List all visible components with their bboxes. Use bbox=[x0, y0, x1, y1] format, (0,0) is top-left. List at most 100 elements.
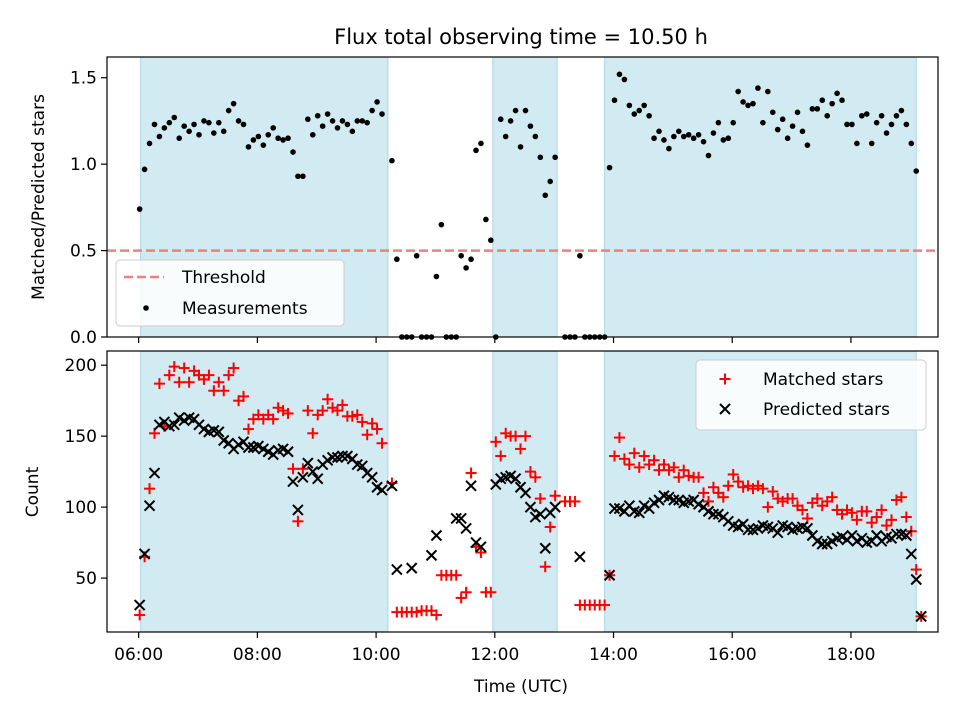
matched-star-marker bbox=[861, 505, 873, 517]
matched-star-marker bbox=[242, 423, 254, 435]
matched-star-marker bbox=[307, 427, 319, 439]
measurement-point bbox=[354, 118, 361, 124]
predicted-stars-points bbox=[133, 411, 927, 623]
matched-star-marker bbox=[638, 450, 650, 462]
matched-star-marker bbox=[881, 520, 893, 532]
matched-star-marker bbox=[203, 369, 215, 381]
matched-star-marker bbox=[485, 586, 497, 598]
measurement-point bbox=[171, 114, 178, 121]
measurement-point bbox=[656, 128, 662, 135]
matched-stars-points bbox=[134, 361, 927, 622]
measurement-point bbox=[725, 135, 732, 142]
predicted-star-marker bbox=[168, 419, 180, 431]
measurement-point bbox=[176, 135, 183, 142]
measurement-point bbox=[240, 121, 247, 128]
measurement-point bbox=[260, 142, 267, 148]
matched-star-marker bbox=[767, 486, 779, 497]
predicted-star-marker bbox=[302, 457, 314, 469]
measurement-point bbox=[290, 149, 296, 155]
matched-star-marker bbox=[534, 493, 546, 505]
measurement-point bbox=[181, 123, 187, 129]
matched-star-marker bbox=[361, 429, 373, 441]
measurement-point bbox=[542, 192, 549, 199]
top-plot-frame bbox=[106, 56, 939, 338]
measurement-point bbox=[309, 131, 316, 138]
measurement-point bbox=[859, 112, 865, 119]
predicted-star-marker bbox=[742, 524, 754, 536]
matched-star-marker bbox=[430, 609, 442, 621]
matched-star-marker bbox=[292, 515, 304, 527]
measurement-point bbox=[735, 88, 741, 95]
measurement-point bbox=[329, 118, 336, 124]
predicted-star-marker bbox=[475, 541, 487, 553]
measurement-point bbox=[300, 173, 306, 180]
measurement-point bbox=[898, 107, 905, 114]
predicted-star-marker bbox=[405, 562, 418, 574]
x-tick-label: 14:00 bbox=[589, 645, 638, 665]
measurement-point bbox=[769, 109, 776, 116]
measurement-point bbox=[379, 111, 385, 117]
measurement-point bbox=[265, 131, 272, 138]
predicted-star-marker bbox=[890, 528, 903, 540]
matched-swatch-mark bbox=[719, 373, 731, 385]
measurement-point bbox=[369, 107, 375, 114]
predicted-star-marker bbox=[312, 473, 324, 485]
x-tick-label: 06:00 bbox=[114, 645, 163, 665]
measurement-point bbox=[903, 121, 910, 128]
predicted-star-marker bbox=[910, 573, 922, 586]
measurement-point bbox=[374, 99, 380, 105]
measurement-point bbox=[359, 118, 366, 124]
matched-star-marker bbox=[737, 481, 749, 493]
matched-star-marker bbox=[519, 430, 531, 442]
measurement-point bbox=[473, 147, 479, 154]
shaded-band bbox=[604, 56, 917, 338]
x-tick-label: 12:00 bbox=[470, 645, 519, 665]
measurement-point bbox=[438, 221, 445, 228]
predicted-star-marker bbox=[282, 446, 294, 458]
matched-star-marker bbox=[213, 376, 225, 388]
measurement-point bbox=[468, 256, 474, 263]
matched-star-marker bbox=[455, 592, 467, 604]
measurement-point bbox=[527, 123, 534, 129]
measurement-point bbox=[819, 97, 826, 104]
predicted-star-marker bbox=[915, 610, 927, 623]
measurement-point bbox=[868, 140, 875, 147]
matched-star-marker bbox=[376, 437, 388, 449]
matched-star-marker bbox=[707, 481, 719, 493]
matched-star-marker bbox=[757, 483, 769, 495]
predicted-star-marker bbox=[292, 504, 304, 516]
measurement-point bbox=[255, 133, 262, 140]
measurement-points bbox=[136, 71, 920, 340]
measurement-point bbox=[814, 106, 821, 112]
measurement-point bbox=[547, 178, 553, 185]
predicted-star-marker bbox=[539, 542, 551, 554]
x-tick-label: 10:00 bbox=[352, 645, 401, 665]
matched-star-marker bbox=[683, 470, 695, 482]
measurement-point bbox=[577, 252, 583, 259]
measurement-point bbox=[685, 131, 692, 138]
measurement-point bbox=[720, 137, 727, 143]
measurement-point bbox=[676, 128, 682, 135]
matched-star-marker bbox=[450, 569, 462, 581]
x-tick-label: 18:00 bbox=[826, 645, 875, 665]
measurement-point bbox=[794, 109, 801, 116]
top-y-axis-label: Matched/Predicted stars bbox=[29, 94, 49, 300]
matched-star-marker bbox=[653, 464, 665, 476]
matched-star-marker bbox=[886, 514, 898, 526]
measurement-point bbox=[324, 111, 331, 117]
measurement-point bbox=[774, 126, 781, 133]
matched-star-marker bbox=[183, 376, 195, 388]
bottom-panel: 50 100 150 200 06:00 08:00 10:00 12:00 14:00 16:… bbox=[23, 350, 939, 697]
measurement-point bbox=[488, 237, 494, 244]
measurement-point bbox=[710, 130, 717, 136]
measurement-point bbox=[666, 145, 672, 152]
measurement-point bbox=[784, 135, 791, 142]
matched-star-marker bbox=[134, 609, 146, 621]
measurement-point bbox=[201, 118, 207, 124]
legend-predicted-label: Predicted stars bbox=[763, 400, 890, 420]
matched-star-marker bbox=[618, 453, 630, 465]
matched-star-marker bbox=[351, 409, 363, 421]
y-tick-label: 50 bbox=[75, 569, 97, 589]
matched-star-marker bbox=[287, 463, 299, 475]
matched-star-marker bbox=[722, 480, 734, 492]
